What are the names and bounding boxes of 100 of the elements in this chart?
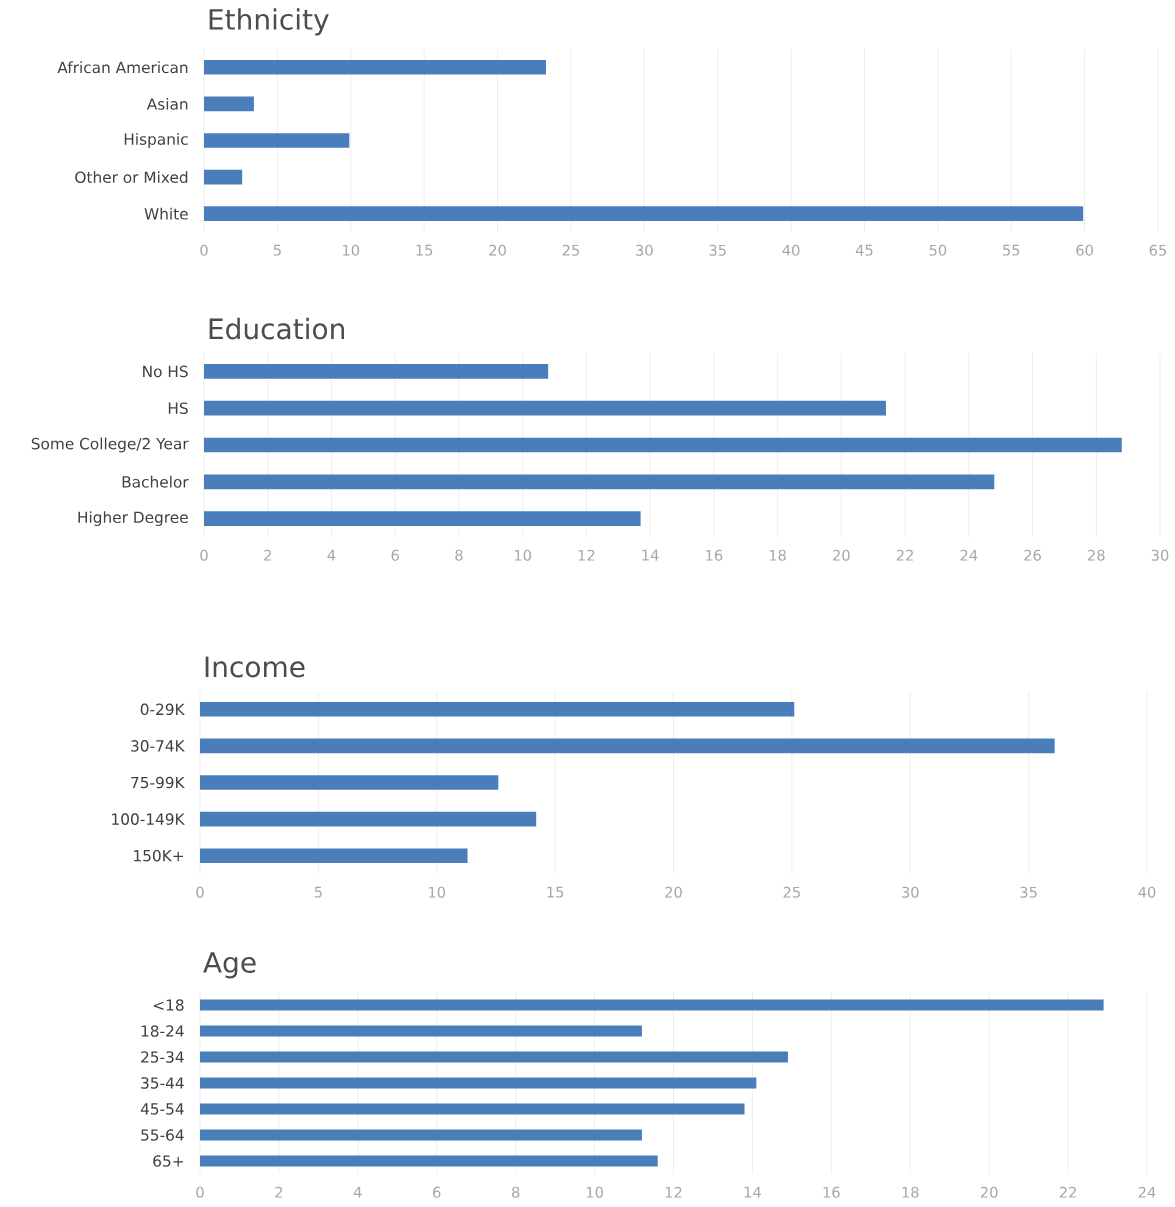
x-tick-label: 12 [665, 1186, 682, 1198]
y-tick-label: Bachelor [122, 475, 189, 488]
x-tick-label: 14 [744, 1186, 761, 1198]
x-tick-label: 8 [512, 1186, 520, 1198]
x-tick-label: 16 [706, 549, 723, 561]
x-tick-label: 20 [489, 244, 506, 256]
bar [204, 169, 243, 185]
x-tick-label: 35 [709, 244, 726, 256]
x-tick-label: 2 [264, 549, 271, 561]
x-tick-label: 65 [1149, 244, 1167, 256]
y-tick-label: 100-149K [112, 813, 185, 825]
y-tick-label: 35-44 [141, 1077, 184, 1089]
x-tick-label: 14 [642, 549, 659, 561]
y-tick-label: No HS [143, 365, 188, 378]
y-tick-label: 55-64 [141, 1129, 184, 1141]
x-tick-label: 30 [902, 886, 919, 898]
y-tick-label: 150K+ [134, 849, 183, 862]
bar [200, 1025, 642, 1037]
y-tick-label: Asian [146, 97, 188, 110]
bar [204, 400, 886, 416]
y-tick-label: Hispanic [124, 133, 188, 148]
chart-title: Income [205, 656, 305, 678]
bar [204, 511, 641, 526]
x-tick-label: 0 [196, 886, 204, 898]
x-tick-label: 16 [823, 1186, 840, 1198]
y-tick-label: 0-29K [140, 703, 185, 716]
bar [200, 1129, 642, 1141]
x-tick-label: 60 [1076, 244, 1093, 256]
x-tick-label: 15 [416, 244, 433, 256]
x-tick-label: 10 [514, 549, 532, 561]
x-tick-label: 0 [200, 244, 208, 256]
x-tick-label: 30 [1151, 549, 1169, 561]
y-tick-label: 25-34 [141, 1051, 184, 1063]
x-tick-label: 20 [980, 1186, 998, 1198]
x-tick-label: 24 [960, 549, 978, 561]
y-tick-label: <18 [153, 999, 184, 1011]
y-tick-label: Other or Mixed [75, 171, 188, 184]
chart-title: Ethnicity [209, 8, 329, 36]
bar [204, 96, 254, 112]
x-tick-label: 5 [273, 244, 281, 256]
y-tick-label: White [144, 207, 188, 220]
x-tick-label: 20 [833, 549, 850, 561]
bar [204, 59, 546, 75]
bar [200, 811, 537, 827]
bar [200, 1103, 745, 1115]
x-tick-label: 30 [636, 244, 653, 256]
x-tick-label: 6 [433, 1186, 441, 1198]
y-tick-label: HS [168, 402, 188, 414]
x-tick-label: 0 [196, 1186, 204, 1198]
x-tick-label: 10 [343, 244, 360, 256]
bar [200, 738, 1055, 754]
x-tick-label: 4 [353, 1186, 362, 1198]
x-tick-label: 40 [782, 244, 800, 256]
x-tick-label: 18 [769, 549, 786, 561]
chart-title: Education [209, 317, 344, 340]
bar [200, 1051, 788, 1063]
y-tick-label: African American [57, 61, 188, 74]
x-tick-label: 25 [783, 886, 800, 898]
x-tick-label: 26 [1024, 549, 1041, 561]
bar [204, 206, 1084, 222]
bar [204, 133, 350, 148]
y-tick-label: 45-54 [140, 1103, 184, 1115]
x-tick-label: 4 [327, 549, 336, 561]
bar [200, 999, 1104, 1011]
bar [204, 437, 1122, 453]
bar [200, 701, 795, 717]
x-tick-label: 55 [1003, 244, 1020, 256]
bar [200, 1155, 658, 1167]
x-tick-label: 50 [929, 244, 947, 256]
x-tick-label: 24 [1138, 1186, 1156, 1198]
bar [204, 474, 995, 490]
bar [200, 775, 499, 790]
bar [204, 364, 549, 379]
x-tick-label: 22 [1059, 1186, 1076, 1198]
x-tick-label: 10 [586, 1186, 603, 1198]
x-tick-label: 8 [455, 549, 463, 561]
y-tick-label: 30-74K [131, 740, 185, 752]
x-tick-label: 18 [902, 1186, 919, 1198]
x-tick-label: 28 [1088, 549, 1105, 561]
x-tick-label: 20 [665, 886, 682, 898]
x-tick-label: 6 [391, 549, 399, 561]
x-tick-label: 10 [429, 886, 446, 898]
x-tick-label: 15 [547, 886, 564, 898]
x-tick-label: 5 [314, 886, 322, 898]
bar [200, 848, 468, 864]
x-tick-label: 35 [1020, 886, 1037, 898]
y-tick-label: Some College/2 Year [31, 437, 189, 453]
y-tick-label: 75-99K [131, 776, 185, 789]
y-tick-label: 65+ [153, 1155, 183, 1167]
x-tick-label: 25 [562, 244, 579, 256]
x-tick-label: 22 [896, 549, 913, 561]
x-tick-label: 2 [275, 1186, 283, 1198]
y-tick-label: 18-24 [141, 1025, 184, 1037]
x-tick-label: 45 [855, 244, 873, 256]
y-tick-label: Higher Degree [78, 511, 188, 527]
chart-title: Age [203, 952, 256, 979]
x-tick-label: 40 [1138, 886, 1156, 898]
x-tick-label: 0 [200, 549, 208, 561]
x-tick-label: 12 [578, 549, 595, 561]
bar [200, 1077, 757, 1089]
